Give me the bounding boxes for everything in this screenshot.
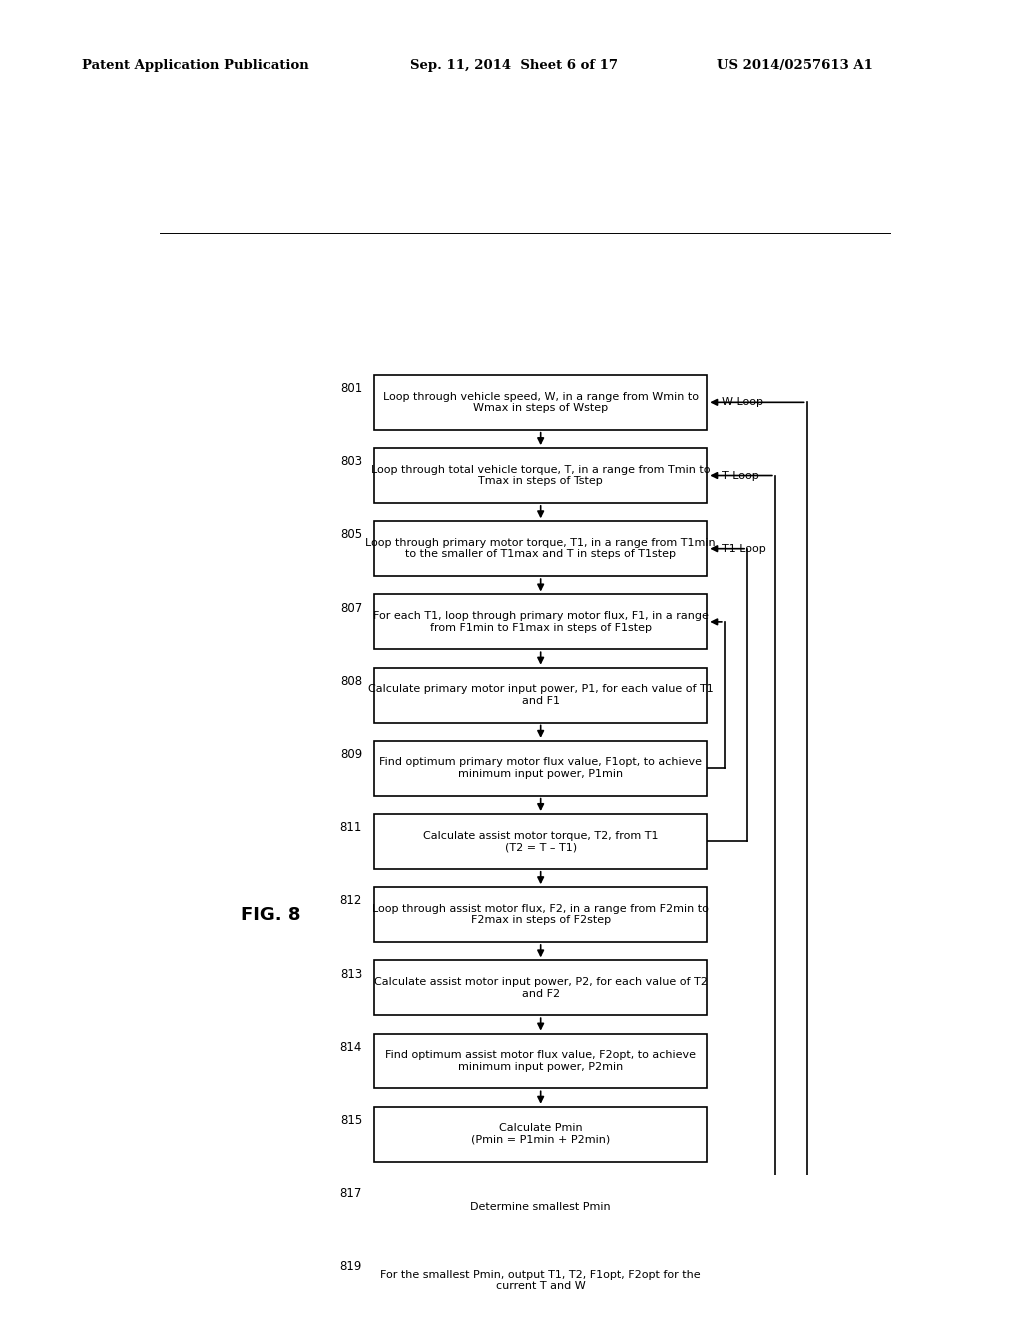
Text: 819: 819 — [340, 1261, 362, 1274]
Text: T1 Loop: T1 Loop — [722, 544, 765, 553]
Text: 805: 805 — [340, 528, 362, 541]
Text: Loop through vehicle speed, W, in a range from Wmin to
Wmax in steps of Wstep: Loop through vehicle speed, W, in a rang… — [383, 392, 698, 413]
Text: 809: 809 — [340, 748, 362, 762]
Text: Loop through primary motor torque, T1, in a range from T1min
to the smaller of T: Loop through primary motor torque, T1, i… — [366, 537, 716, 560]
FancyBboxPatch shape — [374, 375, 708, 430]
Text: FIG. 8: FIG. 8 — [241, 906, 301, 924]
Text: Calculate assist motor torque, T2, from T1
(T2 = T – T1): Calculate assist motor torque, T2, from … — [423, 830, 658, 853]
Text: 817: 817 — [340, 1187, 362, 1200]
Text: Loop through total vehicle torque, T, in a range from Tmin to
Tmax in steps of T: Loop through total vehicle torque, T, in… — [371, 465, 711, 486]
Text: 803: 803 — [340, 455, 362, 469]
Text: Loop through assist motor flux, F2, in a range from F2min to
F2max in steps of F: Loop through assist motor flux, F2, in a… — [373, 904, 709, 925]
Text: 807: 807 — [340, 602, 362, 615]
Text: Calculate assist motor input power, P2, for each value of T2
and F2: Calculate assist motor input power, P2, … — [374, 977, 708, 999]
Text: Determine smallest Pmin: Determine smallest Pmin — [470, 1203, 611, 1212]
FancyBboxPatch shape — [374, 961, 708, 1015]
Text: For each T1, loop through primary motor flux, F1, in a range
from F1min to F1max: For each T1, loop through primary motor … — [373, 611, 709, 632]
FancyBboxPatch shape — [374, 741, 708, 796]
Text: W Loop: W Loop — [722, 397, 763, 408]
Text: Find optimum assist motor flux value, F2opt, to achieve
minimum input power, P2m: Find optimum assist motor flux value, F2… — [385, 1051, 696, 1072]
Text: For the smallest Pmin, output T1, T2, F1opt, F2opt for the
current T and W: For the smallest Pmin, output T1, T2, F1… — [380, 1270, 701, 1291]
Text: 814: 814 — [340, 1040, 362, 1053]
Text: Calculate primary motor input power, P1, for each value of T1
and F1: Calculate primary motor input power, P1,… — [368, 684, 714, 706]
FancyBboxPatch shape — [374, 1034, 708, 1089]
FancyBboxPatch shape — [374, 887, 708, 942]
FancyBboxPatch shape — [374, 1253, 708, 1308]
FancyBboxPatch shape — [374, 814, 708, 869]
Text: T Loop: T Loop — [722, 470, 759, 480]
Text: 812: 812 — [340, 895, 362, 907]
Text: 808: 808 — [340, 675, 362, 688]
Text: Find optimum primary motor flux value, F1opt, to achieve
minimum input power, P1: Find optimum primary motor flux value, F… — [379, 758, 702, 779]
Text: 813: 813 — [340, 968, 362, 981]
FancyBboxPatch shape — [374, 668, 708, 722]
FancyBboxPatch shape — [374, 521, 708, 576]
Text: Patent Application Publication: Patent Application Publication — [82, 59, 308, 73]
FancyBboxPatch shape — [374, 447, 708, 503]
Text: Calculate Pmin
(Pmin = P1min + P2min): Calculate Pmin (Pmin = P1min + P2min) — [471, 1123, 610, 1144]
Text: 815: 815 — [340, 1114, 362, 1127]
Text: US 2014/0257613 A1: US 2014/0257613 A1 — [717, 59, 872, 73]
FancyBboxPatch shape — [374, 1180, 708, 1234]
Text: 811: 811 — [340, 821, 362, 834]
FancyBboxPatch shape — [374, 594, 708, 649]
FancyBboxPatch shape — [374, 1106, 708, 1162]
Text: 801: 801 — [340, 381, 362, 395]
Text: Sep. 11, 2014  Sheet 6 of 17: Sep. 11, 2014 Sheet 6 of 17 — [410, 59, 617, 73]
